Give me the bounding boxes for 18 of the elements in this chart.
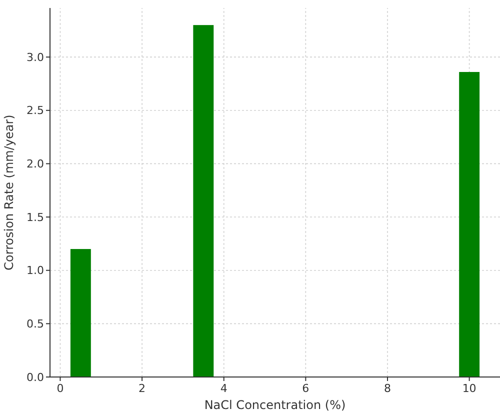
x-tick-label: 4: [220, 382, 228, 395]
y-tick-label: 2.0: [26, 158, 44, 171]
x-tick-label: 0: [56, 382, 64, 395]
x-tick-label: 2: [138, 382, 146, 395]
y-tick-label: 3.0: [26, 50, 44, 64]
y-tick-label: 1.0: [26, 264, 44, 278]
y-axis-title: Corrosion Rate (mm/year): [2, 114, 16, 270]
x-tick-label: 8: [384, 382, 391, 395]
x-tick-label: 6: [302, 382, 310, 395]
y-tick-label: 2.5: [26, 104, 44, 118]
bar: [70, 249, 91, 377]
y-tick-label: 0.5: [26, 318, 44, 331]
bar: [193, 25, 214, 377]
bar: [459, 72, 480, 377]
x-axis-title: NaCl Concentration (%): [204, 398, 346, 412]
y-tick-label: 0.0: [26, 370, 44, 384]
y-tick-label: 1.5: [26, 210, 44, 224]
x-tick-label: 10: [462, 382, 476, 395]
